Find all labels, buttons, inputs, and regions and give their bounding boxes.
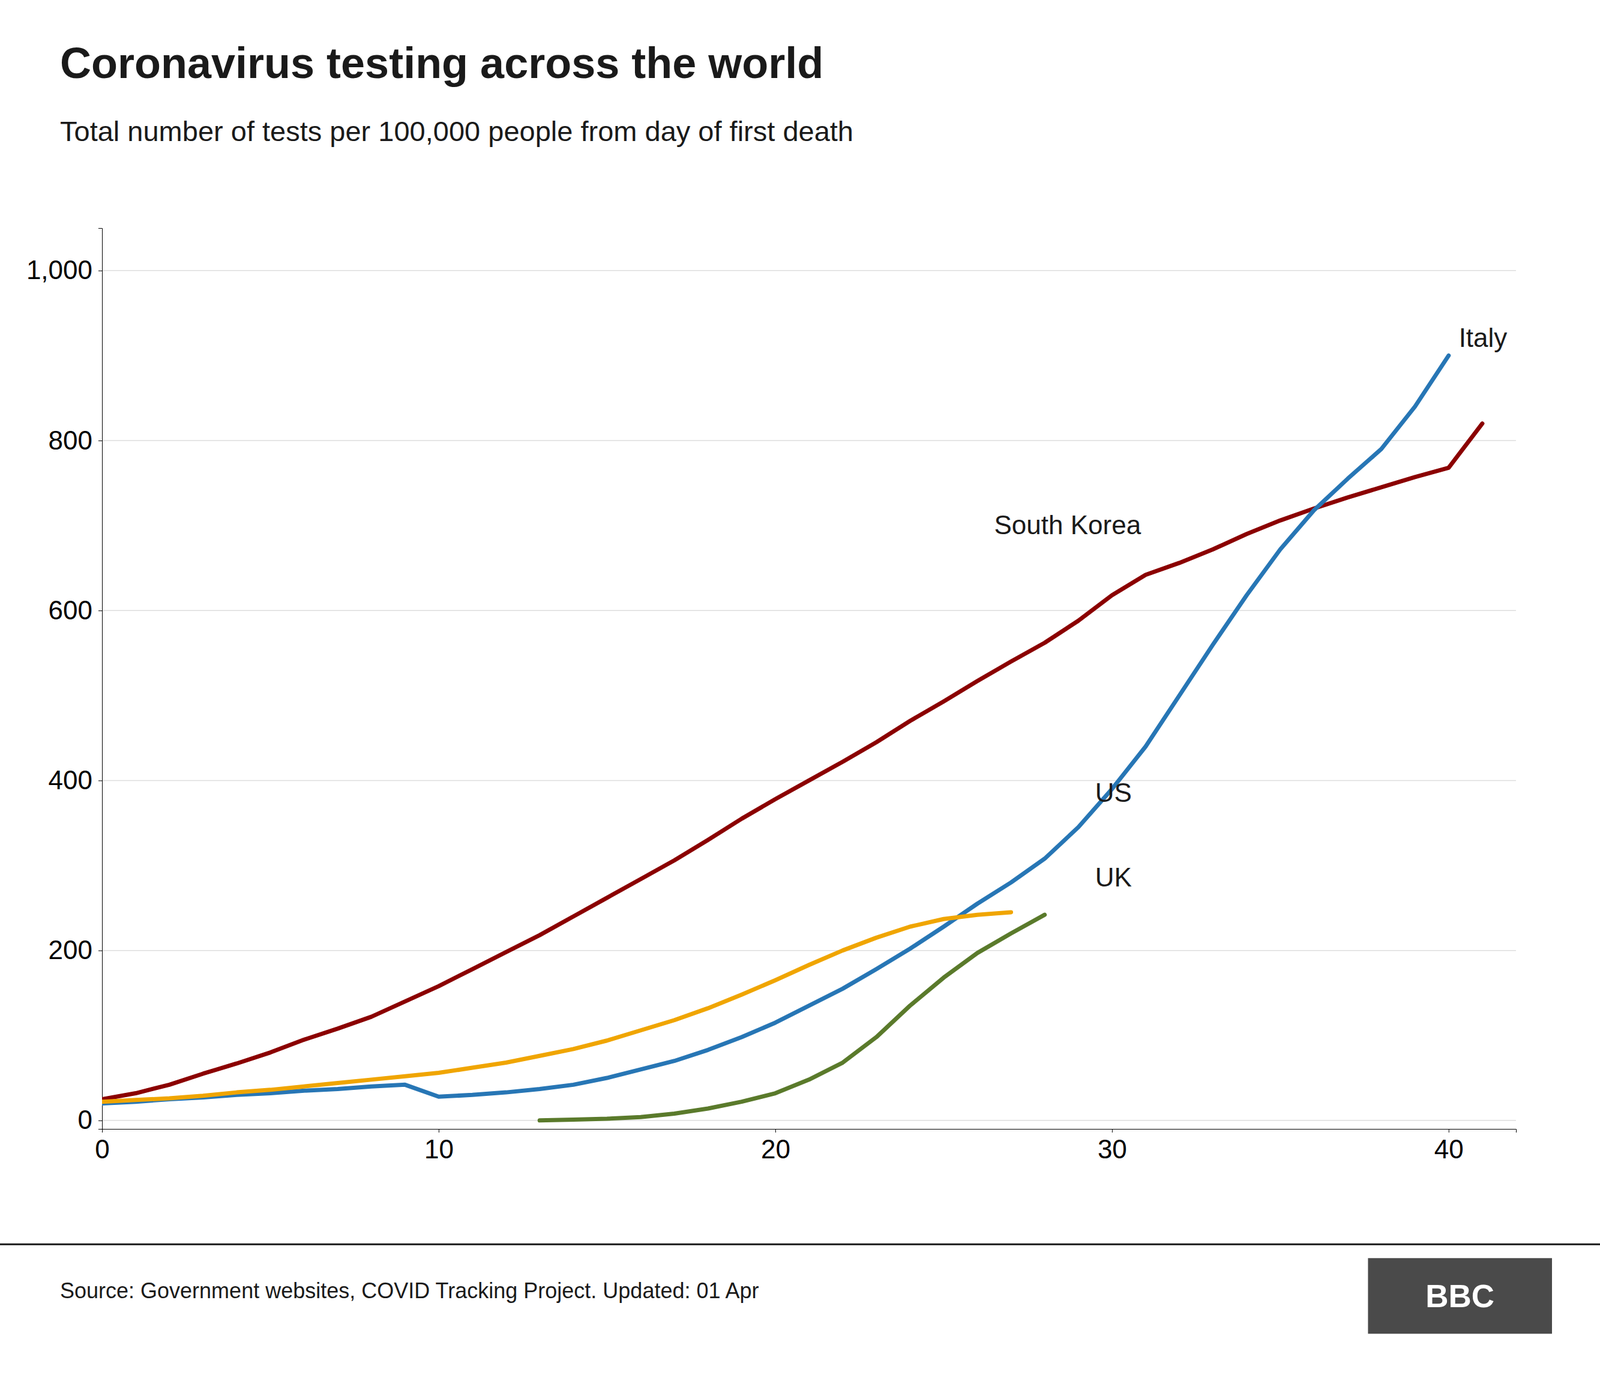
tick-mark <box>775 1128 776 1133</box>
chart: Coronavirus testing across the world Tota… <box>0 0 1600 1375</box>
tick: 40 <box>1434 1128 1464 1164</box>
tick-label: 400 <box>48 765 93 795</box>
tick-label: 1,000 <box>26 255 93 285</box>
line-label: Italy <box>1458 322 1508 353</box>
tick: 0 <box>94 1128 110 1164</box>
series-line <box>102 423 1483 1100</box>
tick-label: 200 <box>48 935 93 965</box>
grid <box>102 270 1516 1121</box>
tick-label: 10 <box>424 1134 454 1164</box>
tick: 800 <box>48 425 103 455</box>
tick-mark <box>1112 1128 1113 1133</box>
subtitle: Total number of tests per 100,000 people… <box>60 115 854 148</box>
background <box>0 0 1600 1375</box>
tick-label: 20 <box>760 1134 791 1164</box>
logo: BBC <box>1425 1278 1495 1314</box>
tick-mark <box>98 440 103 442</box>
grid-line <box>102 1119 1516 1122</box>
source: Source: Government websites, COVID Track… <box>60 1278 760 1303</box>
tick-label: 800 <box>48 425 93 455</box>
tick-mark <box>102 1128 103 1133</box>
tick: 0 <box>78 1104 103 1135</box>
tick: 30 <box>1097 1128 1128 1164</box>
grid-line <box>102 270 1516 272</box>
series-line <box>102 912 1012 1102</box>
tick-mark <box>98 1120 103 1122</box>
axis-line <box>102 1129 1517 1134</box>
footer-rule <box>0 1243 1600 1246</box>
axis-line <box>98 228 103 1130</box>
tick-mark <box>1448 1128 1450 1133</box>
tick-label: 0 <box>78 1104 93 1135</box>
logo-box <box>1367 1257 1552 1334</box>
x-axis: 0 10 20 30 40 <box>94 1128 1516 1164</box>
tick: 200 <box>48 935 103 965</box>
tick: 20 <box>760 1128 791 1164</box>
line-label: South Korea <box>994 510 1142 540</box>
tick-mark <box>98 270 103 272</box>
tick-label: 30 <box>1097 1134 1128 1164</box>
plot: 0 200 400 600 800 1,000 0 10 20 30 40 South Korea It… <box>26 228 1517 1165</box>
tick-mark <box>98 610 103 611</box>
tick: 1,000 <box>26 255 103 285</box>
tick-label: 0 <box>94 1134 110 1164</box>
series-line <box>102 355 1449 1104</box>
tick: 400 <box>48 765 103 795</box>
grid-line <box>102 439 1516 442</box>
tick-label: 40 <box>1434 1134 1464 1164</box>
series-line <box>539 914 1045 1121</box>
annotations: South Korea Italy US UK <box>994 322 1508 892</box>
line-label: UK <box>1095 862 1132 892</box>
tick: 10 <box>424 1128 454 1164</box>
y-axis: 0 200 400 600 800 1,000 <box>26 228 103 1135</box>
title: Coronavirus testing across the world <box>60 39 824 88</box>
tick-label: 600 <box>48 595 93 625</box>
lines <box>102 355 1483 1120</box>
tick-mark <box>98 780 103 781</box>
line-label: US <box>1095 777 1132 808</box>
grid-line <box>102 609 1516 611</box>
grid-line <box>102 950 1516 952</box>
tick-mark <box>438 1128 440 1133</box>
tick: 600 <box>48 595 103 625</box>
tick-mark <box>98 950 103 952</box>
